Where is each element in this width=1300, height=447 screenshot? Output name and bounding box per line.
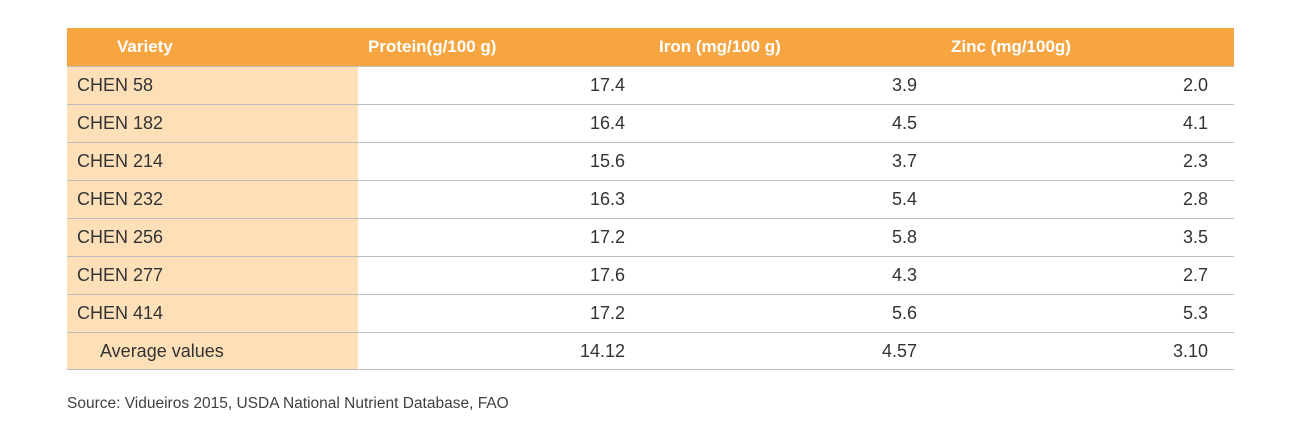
table-row: CHEN 182 16.4 4.5 4.1 [67,104,1234,142]
table-header-row: Variety Protein(g/100 g) Iron (mg/100 g)… [67,28,1234,66]
header-protein: Protein(g/100 g) [368,37,497,56]
protein-cell: 15.6 [589,151,625,171]
variety-cell: CHEN 277 [67,257,358,294]
average-row: Average values 14.12 4.57 3.10 [67,332,1234,370]
iron-cell: 3.9 [891,75,917,95]
iron-cell: 5.6 [891,303,917,323]
nutrient-table: Variety Protein(g/100 g) Iron (mg/100 g)… [67,28,1234,370]
zinc-cell: 2.7 [1182,265,1208,285]
protein-cell: 16.4 [589,113,625,133]
variety-cell: CHEN 182 [67,105,358,142]
protein-cell: 17.2 [589,303,625,323]
variety-cell: CHEN 214 [67,143,358,180]
protein-cell: 17.6 [589,265,625,285]
header-iron: Iron (mg/100 g) [659,37,781,56]
iron-cell: 5.4 [891,189,917,209]
zinc-cell: 2.8 [1182,189,1208,209]
iron-cell: 3.7 [891,151,917,171]
iron-average-cell: 4.57 [881,340,917,361]
table-row: CHEN 277 17.6 4.3 2.7 [67,256,1234,294]
header-zinc: Zinc (mg/100g) [951,37,1071,56]
table-row: CHEN 232 16.3 5.4 2.8 [67,180,1234,218]
variety-cell: CHEN 414 [67,295,358,332]
average-label-cell: Average values [67,333,358,369]
zinc-average-cell: 3.10 [1172,340,1208,361]
iron-cell: 4.5 [891,113,917,133]
variety-cell: CHEN 256 [67,219,358,256]
zinc-cell: 2.0 [1182,75,1208,95]
table-row: CHEN 256 17.2 5.8 3.5 [67,218,1234,256]
header-variety: Variety [117,37,173,56]
table-row: CHEN 414 17.2 5.6 5.3 [67,294,1234,332]
variety-cell: CHEN 232 [67,181,358,218]
table-row: CHEN 214 15.6 3.7 2.3 [67,142,1234,180]
protein-cell: 16.3 [589,189,625,209]
iron-cell: 5.8 [891,227,917,247]
source-note: Source: Vidueiros 2015, USDA National Nu… [67,395,509,412]
protein-average-cell: 14.12 [579,340,625,361]
zinc-cell: 5.3 [1182,303,1208,323]
table-row: CHEN 58 17.4 3.9 2.0 [67,66,1234,104]
protein-cell: 17.2 [589,227,625,247]
protein-cell: 17.4 [589,75,625,95]
variety-cell: CHEN 58 [67,67,358,104]
zinc-cell: 4.1 [1182,113,1208,133]
zinc-cell: 2.3 [1182,151,1208,171]
zinc-cell: 3.5 [1182,227,1208,247]
iron-cell: 4.3 [891,265,917,285]
